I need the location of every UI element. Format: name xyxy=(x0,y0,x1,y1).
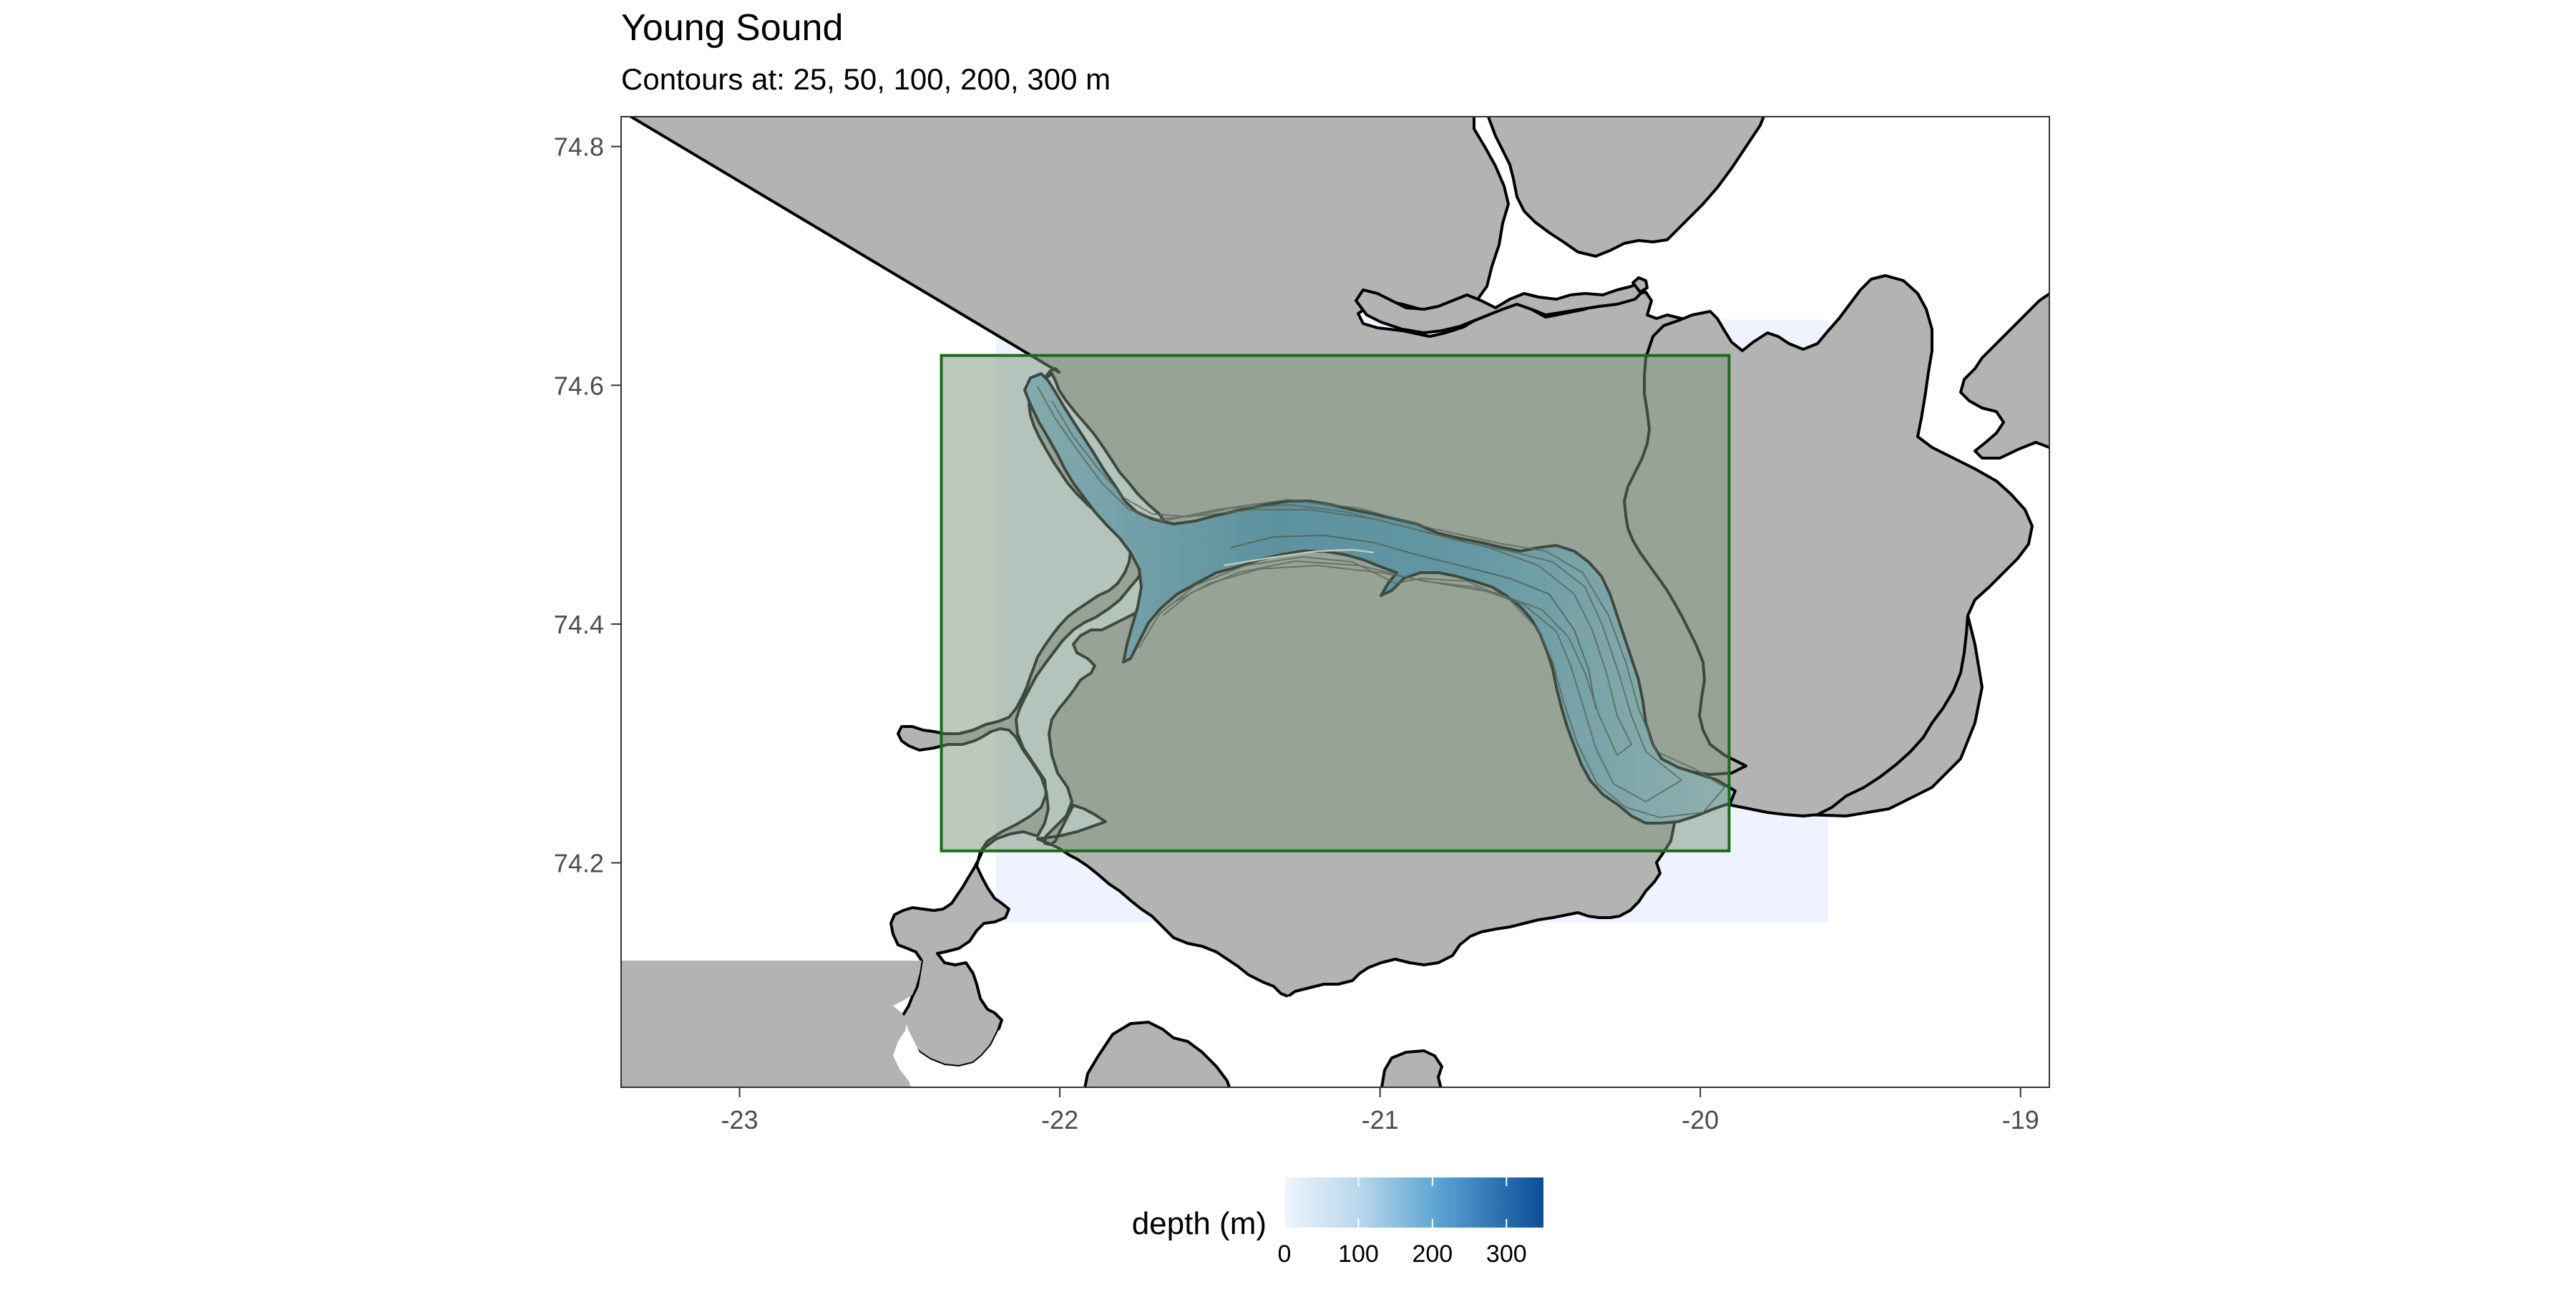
y-tick-label: 74.8 xyxy=(554,132,604,162)
legend-title: depth (m) xyxy=(1132,1206,1267,1241)
legend: depth (m) 0 100 200 300 xyxy=(1132,1177,1543,1268)
legend-ticks: 0 100 200 300 xyxy=(1278,1177,1527,1268)
land-north-island xyxy=(1486,117,1765,258)
land-east-edge xyxy=(1959,292,2049,460)
map-subtitle: Contours at: 25, 50, 100, 200, 300 m xyxy=(621,62,1111,96)
island-south-1 xyxy=(1083,1021,1231,1087)
y-tick-label: 74.2 xyxy=(554,848,604,878)
study-area-box xyxy=(940,354,1731,853)
y-tick-label: 74.4 xyxy=(554,610,604,639)
y-tick-label: 74.6 xyxy=(554,371,604,400)
y-axis: 74.2 74.4 74.6 74.8 xyxy=(554,132,621,878)
x-tick-label: -23 xyxy=(721,1105,758,1135)
map-title: Young Sound xyxy=(621,7,843,49)
x-tick-label: -22 xyxy=(1041,1105,1078,1135)
panel-border xyxy=(620,116,2050,1088)
island-south-2 xyxy=(1380,1049,1443,1087)
legend-tick-label: 300 xyxy=(1486,1240,1527,1268)
x-tick-label: -19 xyxy=(2002,1105,2039,1135)
legend-colorbar xyxy=(1284,1177,1543,1228)
land-southwest xyxy=(621,961,922,1087)
x-axis: -23 -22 -21 -20 -19 xyxy=(721,1087,2039,1135)
legend-tick-label: 100 xyxy=(1338,1240,1379,1268)
x-tick-label: -20 xyxy=(1682,1105,1719,1135)
island-north-islet xyxy=(1631,276,1649,293)
x-tick-label: -21 xyxy=(1362,1105,1399,1135)
legend-tick-label: 0 xyxy=(1278,1240,1292,1268)
map-panel xyxy=(620,116,2050,1088)
legend-tick-label: 200 xyxy=(1412,1240,1453,1268)
